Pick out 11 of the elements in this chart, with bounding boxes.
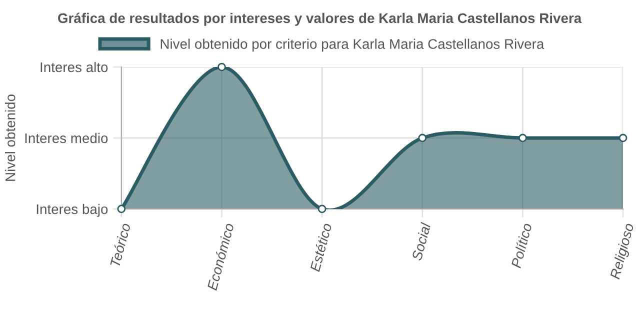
text: Interes alto [40, 62, 108, 72]
legend-label: Nivel obtenido por criterio para Karla Maria Castellanos Rivera [160, 38, 544, 52]
x-tick-label: Estético [309, 222, 332, 272]
x-tick-label: Teórico [109, 222, 131, 268]
x-tick-label: Religioso [609, 222, 637, 280]
x-tick-label: Social [411, 222, 431, 261]
text: Interes medio [25, 132, 108, 144]
x-tick-label: Político [510, 222, 532, 268]
chart-title: Gráfica de resultados por intereses y valores de Karla Maria Castellanos Rivera [58, 12, 582, 26]
text: Nivel obtenido [5, 94, 16, 181]
text: Interes bajo [36, 204, 108, 217]
